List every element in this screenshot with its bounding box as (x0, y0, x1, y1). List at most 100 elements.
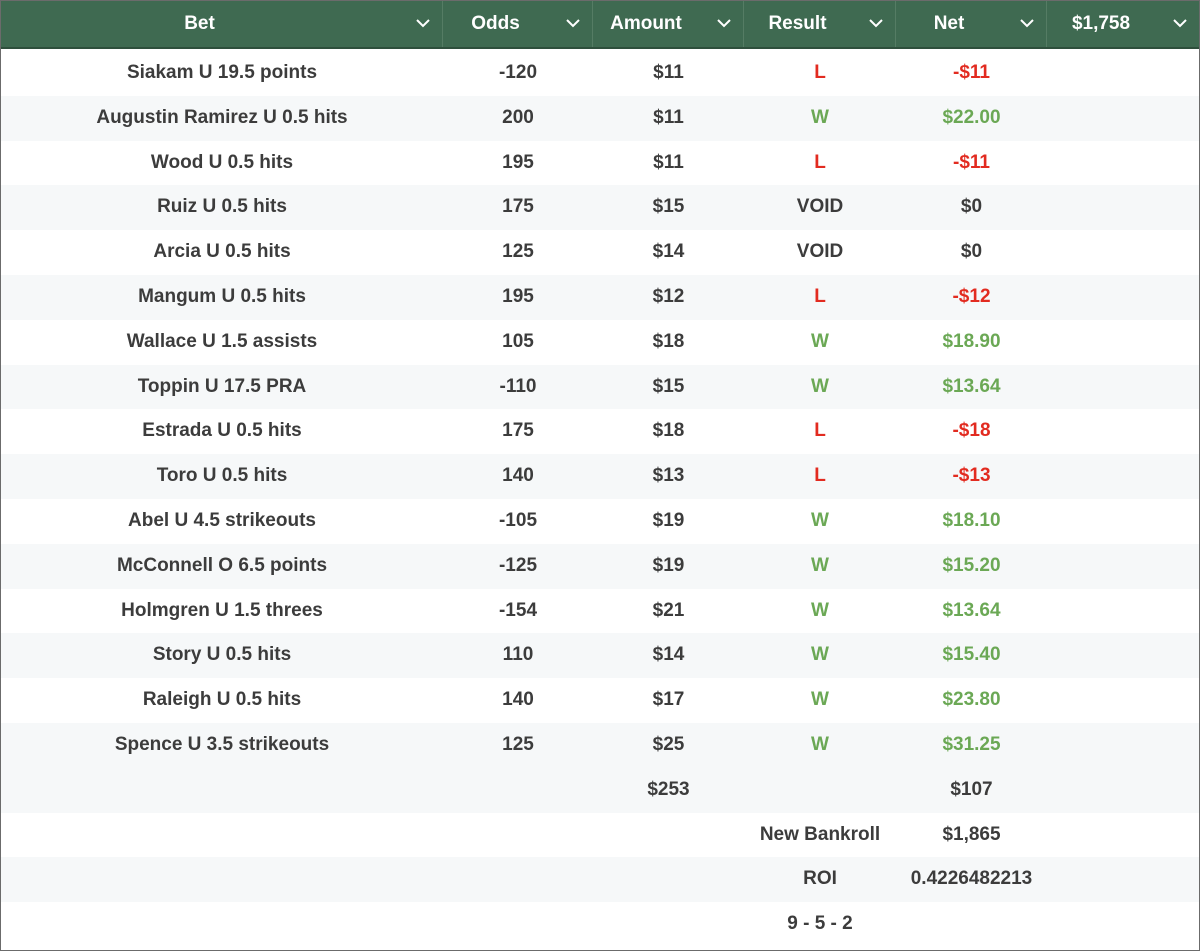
total-amount-cell[interactable]: $253 (647, 778, 690, 800)
amount-cell[interactable]: $18 (652, 330, 685, 352)
result-cell[interactable]: L (814, 151, 826, 173)
net-cell[interactable]: -$12 (952, 286, 991, 307)
chevron-down-icon[interactable] (867, 16, 885, 30)
bet-cell[interactable]: Holmgren U 1.5 threes (121, 599, 323, 621)
empty-cell[interactable] (1047, 141, 1199, 186)
record-value[interactable]: 9 - 5 - 2 (787, 913, 853, 935)
bet-cell[interactable]: Story U 0.5 hits (152, 644, 292, 666)
amount-cell[interactable]: $13 (652, 465, 685, 487)
net-cell[interactable]: $18.10 (942, 510, 1001, 531)
odds-cell[interactable]: 110 (502, 644, 534, 666)
result-cell[interactable]: W (811, 599, 829, 621)
bet-cell[interactable]: Mangum U 0.5 hits (138, 286, 306, 307)
bet-cell[interactable]: Toppin U 17.5 PRA (137, 375, 307, 397)
result-cell[interactable]: W (811, 375, 829, 397)
empty-cell[interactable] (1047, 544, 1199, 589)
bet-cell[interactable]: Raleigh U 0.5 hits (142, 689, 302, 711)
net-cell[interactable]: $15.40 (942, 644, 1001, 666)
odds-cell[interactable]: 175 (502, 196, 534, 218)
bet-cell[interactable]: Ruiz U 0.5 hits (157, 196, 287, 218)
chevron-down-icon[interactable] (564, 16, 582, 30)
empty-cell[interactable] (1047, 454, 1199, 499)
bet-cell[interactable]: Wallace U 1.5 assists (126, 330, 318, 352)
empty-cell[interactable] (1047, 96, 1199, 141)
odds-cell[interactable]: 195 (502, 151, 534, 173)
amount-cell[interactable]: $12 (652, 286, 685, 307)
bet-cell[interactable]: Toro U 0.5 hits (156, 465, 288, 487)
bet-cell[interactable]: Arcia U 0.5 hits (153, 241, 291, 263)
net-cell[interactable]: $0 (960, 241, 983, 263)
result-cell[interactable]: W (811, 510, 829, 531)
empty-cell[interactable] (1047, 589, 1199, 634)
odds-cell[interactable]: 140 (502, 465, 534, 487)
net-cell[interactable]: $15.20 (942, 554, 1001, 576)
empty-cell[interactable] (1047, 275, 1199, 320)
amount-cell[interactable]: $14 (652, 644, 685, 666)
column-header-amount[interactable]: Amount (593, 1, 744, 47)
result-cell[interactable]: L (814, 286, 826, 307)
chevron-down-icon[interactable] (1018, 16, 1036, 30)
net-cell[interactable]: -$18 (952, 420, 991, 442)
amount-cell[interactable]: $11 (653, 106, 684, 128)
bet-cell[interactable]: Estrada U 0.5 hits (142, 420, 302, 442)
empty-cell[interactable] (1047, 230, 1199, 275)
odds-cell[interactable]: 175 (502, 420, 534, 442)
odds-cell[interactable]: -120 (498, 62, 538, 83)
empty-cell[interactable] (1047, 185, 1199, 230)
new-bankroll-value[interactable]: $1,865 (942, 823, 1001, 845)
empty-cell[interactable] (1047, 365, 1199, 410)
empty-cell[interactable] (1047, 320, 1199, 365)
net-cell[interactable]: $13.64 (942, 375, 1001, 397)
amount-cell[interactable]: $19 (652, 510, 685, 531)
empty-cell[interactable] (1047, 499, 1199, 544)
result-cell[interactable]: W (811, 644, 829, 666)
column-header-net[interactable]: Net (896, 1, 1047, 47)
amount-cell[interactable]: $15 (652, 375, 685, 397)
amount-cell[interactable]: $14 (652, 241, 685, 263)
bet-cell[interactable]: Abel U 4.5 strikeouts (128, 510, 316, 531)
amount-cell[interactable]: $25 (652, 734, 685, 755)
net-cell[interactable]: -$13 (952, 465, 991, 487)
bet-cell[interactable]: Siakam U 19.5 points (126, 62, 318, 83)
result-cell[interactable]: L (814, 62, 826, 83)
chevron-down-icon[interactable] (715, 16, 733, 30)
odds-cell[interactable]: -125 (498, 554, 538, 576)
odds-cell[interactable]: -105 (498, 510, 538, 531)
net-cell[interactable]: $23.80 (942, 689, 1001, 711)
result-cell[interactable]: L (814, 465, 826, 487)
amount-cell[interactable]: $11 (653, 62, 684, 83)
net-cell[interactable]: $31.25 (942, 734, 1001, 755)
amount-cell[interactable]: $11 (653, 151, 684, 173)
empty-cell[interactable] (1047, 633, 1199, 678)
amount-cell[interactable]: $19 (652, 554, 685, 576)
empty-cell[interactable] (1047, 409, 1199, 454)
result-cell[interactable]: VOID (796, 241, 844, 263)
roi-value[interactable]: 0.4226482213 (910, 868, 1033, 890)
net-cell[interactable]: $22.00 (942, 106, 1001, 128)
bet-cell[interactable]: McConnell O 6.5 points (116, 554, 328, 576)
roi-label[interactable]: ROI (803, 868, 837, 890)
amount-cell[interactable]: $15 (652, 196, 685, 218)
net-cell[interactable]: $18.90 (942, 330, 1001, 352)
odds-cell[interactable]: 195 (502, 286, 534, 307)
odds-cell[interactable]: 125 (502, 734, 534, 755)
net-cell[interactable]: $13.64 (942, 599, 1001, 621)
result-cell[interactable]: W (811, 106, 829, 128)
amount-cell[interactable]: $17 (652, 689, 685, 711)
amount-cell[interactable]: $18 (652, 420, 685, 442)
net-cell[interactable]: $0 (960, 196, 983, 218)
column-header-bet[interactable]: Bet (1, 1, 443, 47)
column-header-bankroll[interactable]: $1,758 (1047, 1, 1199, 47)
odds-cell[interactable]: -154 (498, 599, 538, 621)
bet-cell[interactable]: Augustin Ramirez U 0.5 hits (96, 106, 348, 128)
odds-cell[interactable]: -110 (499, 375, 537, 397)
empty-cell[interactable] (1047, 678, 1199, 723)
result-cell[interactable]: W (811, 330, 829, 352)
empty-cell[interactable] (1047, 723, 1199, 768)
net-cell[interactable]: -$11 (953, 62, 990, 83)
odds-cell[interactable]: 125 (502, 241, 534, 263)
amount-cell[interactable]: $21 (652, 599, 685, 621)
bet-cell[interactable]: Wood U 0.5 hits (150, 151, 294, 173)
result-cell[interactable]: VOID (796, 196, 844, 218)
column-header-result[interactable]: Result (744, 1, 896, 47)
